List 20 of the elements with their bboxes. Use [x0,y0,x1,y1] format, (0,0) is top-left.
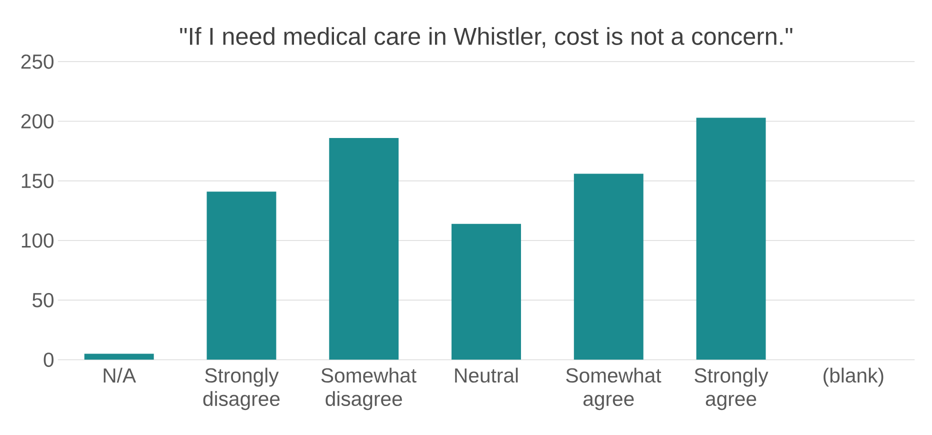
y-tick-label: 250 [21,54,54,69]
bar [329,138,399,360]
bar [452,224,521,360]
bar [696,118,766,360]
y-tick-label: 0 [44,352,54,367]
y-tick-label: 200 [21,114,54,128]
y-tick-label: 150 [22,174,54,188]
x-tick-label: (blank) [824,368,884,387]
y-tick-label: 100 [22,233,54,248]
x-tick-label: Strongly disagree [203,368,280,410]
bar [84,354,154,360]
y-tick-label: 50 [32,292,54,308]
chart-title: "If I need medical care in Whistler, cost is not a concern." [180,27,792,48]
x-tick-label: Neutral [455,368,518,383]
bar [574,174,644,360]
x-tick-label: N/A [104,368,136,383]
x-tick-label: Somewhat agree [566,368,662,410]
x-tick-label: Strongly agree [694,368,768,410]
x-tick-label: Somewhat disagree [321,368,416,410]
bar [206,192,276,360]
